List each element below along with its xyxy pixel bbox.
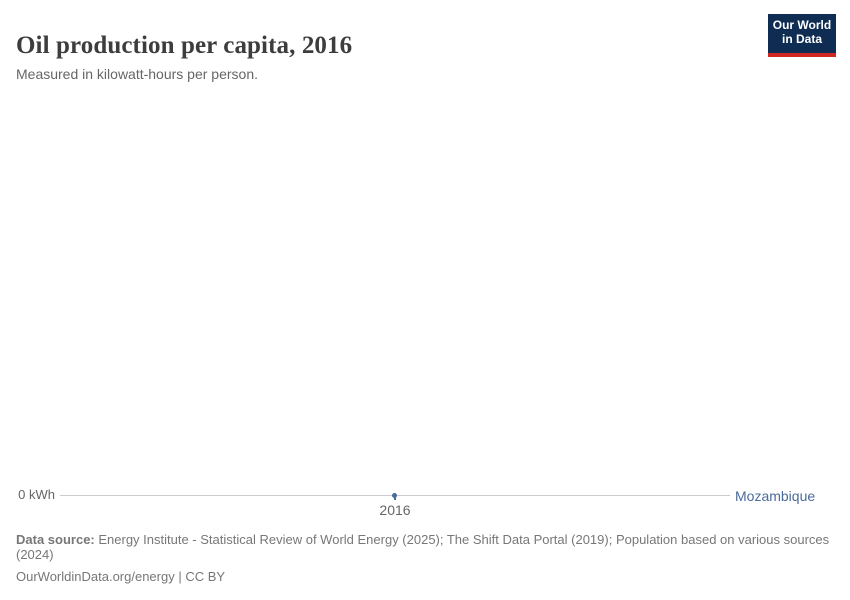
x-axis-tick-label: 2016 — [379, 502, 411, 518]
owid-logo-line2: in Data — [781, 32, 822, 46]
citation-link[interactable]: OurWorldinData.org/energy | CC BY — [16, 569, 226, 584]
data-point-mozambique-2016[interactable] — [392, 493, 397, 498]
chart-subtitle: Measured in kilowatt-hours per person. — [16, 66, 259, 82]
y-axis-zero-label: 0 kWh — [18, 487, 55, 502]
chart-footer: Data source: Energy Institute - Statisti… — [16, 532, 834, 584]
owid-logo[interactable]: Our World in Data — [768, 14, 836, 57]
owid-logo-line1: Our World — [772, 18, 832, 32]
chart-title: Oil production per capita, 2016 — [16, 31, 353, 59]
data-source-line: Data source: Energy Institute - Statisti… — [16, 532, 834, 562]
data-source-label: Data source: — [16, 532, 95, 547]
data-source-text: Energy Institute - Statistical Review of… — [16, 532, 830, 562]
x-axis-tick — [394, 496, 396, 500]
entity-label-mozambique[interactable]: Mozambique — [735, 488, 816, 504]
